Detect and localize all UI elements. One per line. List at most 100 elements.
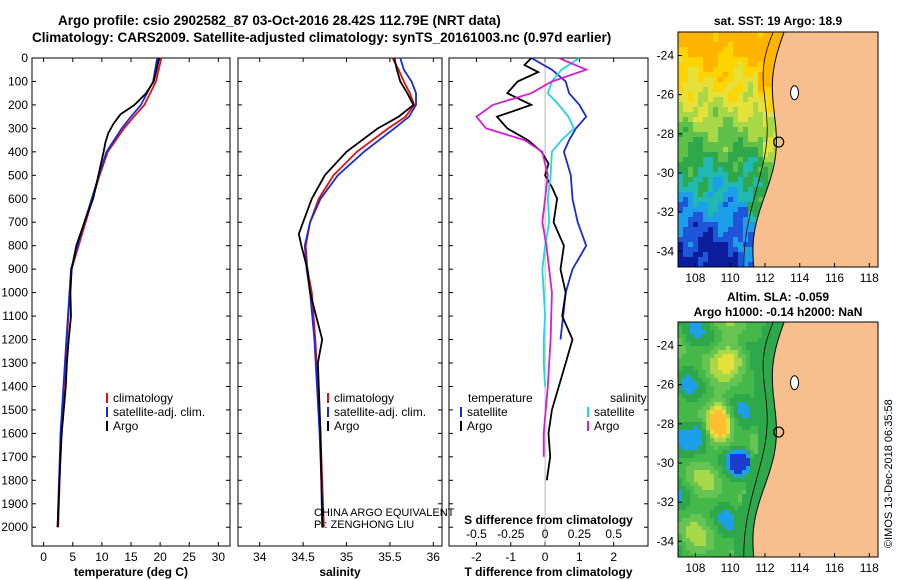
map-cell [718,322,723,327]
map-cell [710,526,715,531]
map-cell [693,242,699,248]
map-cell [753,77,759,83]
map-cell [690,354,695,359]
map-cell [690,378,695,383]
map-cell [748,32,754,38]
map-cell [770,354,775,359]
map-cell [693,227,699,233]
map-cell [726,446,731,451]
map-cell [702,478,707,483]
map-cell [722,482,727,487]
map-cell [723,132,729,138]
map-cell [728,67,734,73]
map-cell [754,322,759,327]
map-cell [733,162,739,168]
map-cell [702,354,707,359]
map-cell [750,362,755,367]
map-cell [708,122,714,128]
map-cell [743,152,749,158]
legend-title-temperature: temperature [468,391,533,405]
map-cell [773,52,779,58]
map-cell [750,470,755,475]
map-cell [722,390,727,395]
map-cell [742,438,747,443]
map-cell [678,390,683,395]
map-cell [733,187,739,193]
map-cell [750,366,755,371]
map-cell [763,62,769,68]
map-cell [750,518,755,523]
map-cell [742,402,747,407]
map-cell [733,227,739,233]
map-cell [738,62,744,68]
map-cell [713,102,719,108]
map-cell [730,402,735,407]
map-cell [714,514,719,519]
map-cell [728,142,734,148]
map-cell [753,167,759,173]
map-cell [762,398,767,403]
map-cell [730,410,735,415]
map-cell [690,442,695,447]
map-cell [768,152,774,158]
map-cell [743,112,749,118]
map-cell [714,478,719,483]
map-cell [770,422,775,427]
map-cell [738,52,744,58]
map-cell [758,92,764,98]
map-cell [686,458,691,463]
map-cell [748,157,754,163]
map-cell [678,152,684,158]
map-cell [686,470,691,475]
map-cell [710,394,715,399]
map-cell [683,92,689,98]
map-cell [733,172,739,178]
map-cell [734,366,739,371]
map-cell [750,526,755,531]
map-cell [738,418,743,423]
legend-title-salinity: salinity [610,391,647,405]
map-cell [734,530,739,535]
map-cell [722,330,727,335]
map-cell [714,422,719,427]
map-cell [734,486,739,491]
map-cell [738,386,743,391]
map-cell [768,147,774,153]
island [790,85,800,101]
map-cell [738,182,744,188]
map-cell [728,137,734,143]
map-cell [718,237,724,243]
plot-frame [237,57,443,547]
map-cell [718,112,724,118]
map-cell [718,172,724,178]
map-cell [694,526,699,531]
map-cell [773,32,779,38]
map-cell [698,402,703,407]
map-cell [758,187,764,193]
map-cell [686,490,691,495]
map-cell [714,370,719,375]
map-cell [702,470,707,475]
map-cell [686,486,691,491]
map-cell [686,334,691,339]
map-cell [746,478,751,483]
map-cell [702,338,707,343]
map-cell [713,157,719,163]
map-cell [690,470,695,475]
map-cell [734,354,739,359]
map-cell [723,62,729,68]
map-cell [698,247,704,253]
map-cell [683,62,689,68]
map-cell [762,322,767,327]
map-cell [678,77,684,83]
map-cell [754,350,759,355]
map-cell [758,450,763,455]
map-cell [758,358,763,363]
map-cell [743,117,749,123]
map-cell [698,362,703,367]
map-cell [714,390,719,395]
map-cell [768,37,774,43]
map-cell [710,446,715,451]
map-cell [713,67,719,73]
map-cell [703,227,709,233]
